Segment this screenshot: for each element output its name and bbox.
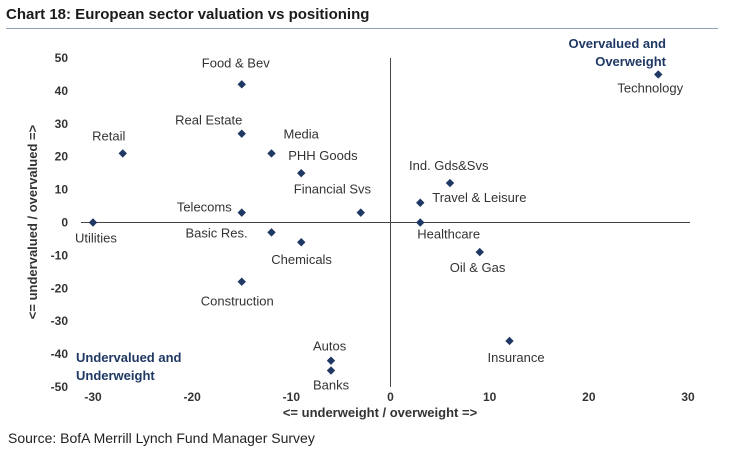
x-tick-label: 30 xyxy=(681,390,695,404)
point-label: Food & Bev xyxy=(202,55,270,70)
x-tick-label: 20 xyxy=(582,390,596,404)
x-axis-title: <= underweight / overweight => xyxy=(283,405,478,420)
data-point-marker xyxy=(237,277,246,286)
title-divider xyxy=(6,28,718,29)
point-label: Financial Svs xyxy=(294,182,372,197)
point-label: Banks xyxy=(313,378,350,393)
point-label: Travel & Leisure xyxy=(432,190,526,205)
quadrant-label: Underweight xyxy=(76,368,155,383)
data-point-marker xyxy=(88,218,98,227)
point-label: Chemicals xyxy=(271,252,332,267)
data-point-marker xyxy=(416,198,425,207)
point-label: Oil & Gas xyxy=(450,260,506,275)
point-label: Construction xyxy=(201,294,274,309)
point-label: PHH Goods xyxy=(288,148,358,163)
x-tick-label: -30 xyxy=(84,390,102,404)
point-label: Telecoms xyxy=(177,200,232,215)
data-point-marker xyxy=(267,228,276,237)
y-tick-label: 0 xyxy=(61,216,68,230)
x-tick-label: -10 xyxy=(283,390,301,404)
data-point-marker xyxy=(237,208,246,217)
y-tick-label: 50 xyxy=(55,51,69,65)
axes xyxy=(81,58,690,387)
y-axis-title: <= undervalued / overvalued => xyxy=(25,124,40,319)
y-tick-label: -30 xyxy=(51,314,69,328)
x-tick-label: -20 xyxy=(183,390,201,404)
point-label: Retail xyxy=(92,128,125,143)
data-points xyxy=(88,70,663,375)
data-point-marker xyxy=(356,208,365,217)
data-point-marker xyxy=(118,149,127,158)
tick-labels: -30 -20 -10 0 10 20 30 50 40 30 20 10 0 -10 -20 -30 -40 -… xyxy=(51,51,695,404)
quadrant-label: Undervalued and xyxy=(76,350,182,365)
data-point-marker xyxy=(267,149,276,158)
data-point-marker xyxy=(237,80,246,89)
data-point-marker xyxy=(416,218,425,227)
data-point-marker xyxy=(445,178,455,188)
point-label: Ind. Gds&Svs xyxy=(409,158,489,173)
data-point-marker xyxy=(505,336,514,346)
data-point-marker xyxy=(297,238,306,247)
point-label: Insurance xyxy=(488,350,545,365)
y-tick-label: -50 xyxy=(51,380,69,394)
source-note: Source: BofA Merrill Lynch Fund Manager … xyxy=(8,430,315,446)
chart-title: Chart 18: European sector valuation vs p… xyxy=(6,6,370,23)
data-point-marker xyxy=(654,70,663,79)
point-label: Basic Res. xyxy=(186,225,248,240)
y-tick-label: 40 xyxy=(55,84,69,98)
point-label: Autos xyxy=(313,339,347,354)
quadrant-labels: Overvalued and Overweight Undervalued and U… xyxy=(76,36,667,383)
point-label: Media xyxy=(284,126,320,141)
quadrant-label: Overvalued and xyxy=(568,36,666,51)
point-labels: Technology Food & Bev Real Estate Media Reta… xyxy=(75,55,684,392)
point-label: Healthcare xyxy=(417,227,480,242)
y-tick-label: -10 xyxy=(51,248,69,262)
data-point-marker xyxy=(475,247,484,257)
y-tick-label: -40 xyxy=(51,347,69,361)
y-tick-label: 10 xyxy=(55,183,69,197)
data-point-marker xyxy=(326,366,336,375)
point-label: Utilities xyxy=(75,231,117,246)
point-label: Technology xyxy=(617,80,683,95)
y-tick-label: 20 xyxy=(55,150,69,164)
quadrant-label: Overweight xyxy=(595,54,666,69)
x-tick-label: 0 xyxy=(387,390,394,404)
scatter-chart: -30 -20 -10 0 10 20 30 50 40 30 20 10 0 -10 -20 -30 -40 -… xyxy=(25,36,695,420)
y-tick-label: -20 xyxy=(51,281,69,295)
x-tick-label: 10 xyxy=(483,390,497,404)
data-point-marker xyxy=(237,129,246,138)
point-label: Real Estate xyxy=(175,113,242,128)
data-point-marker xyxy=(297,168,306,178)
y-tick-label: 30 xyxy=(55,117,69,131)
data-point-marker xyxy=(326,356,336,365)
